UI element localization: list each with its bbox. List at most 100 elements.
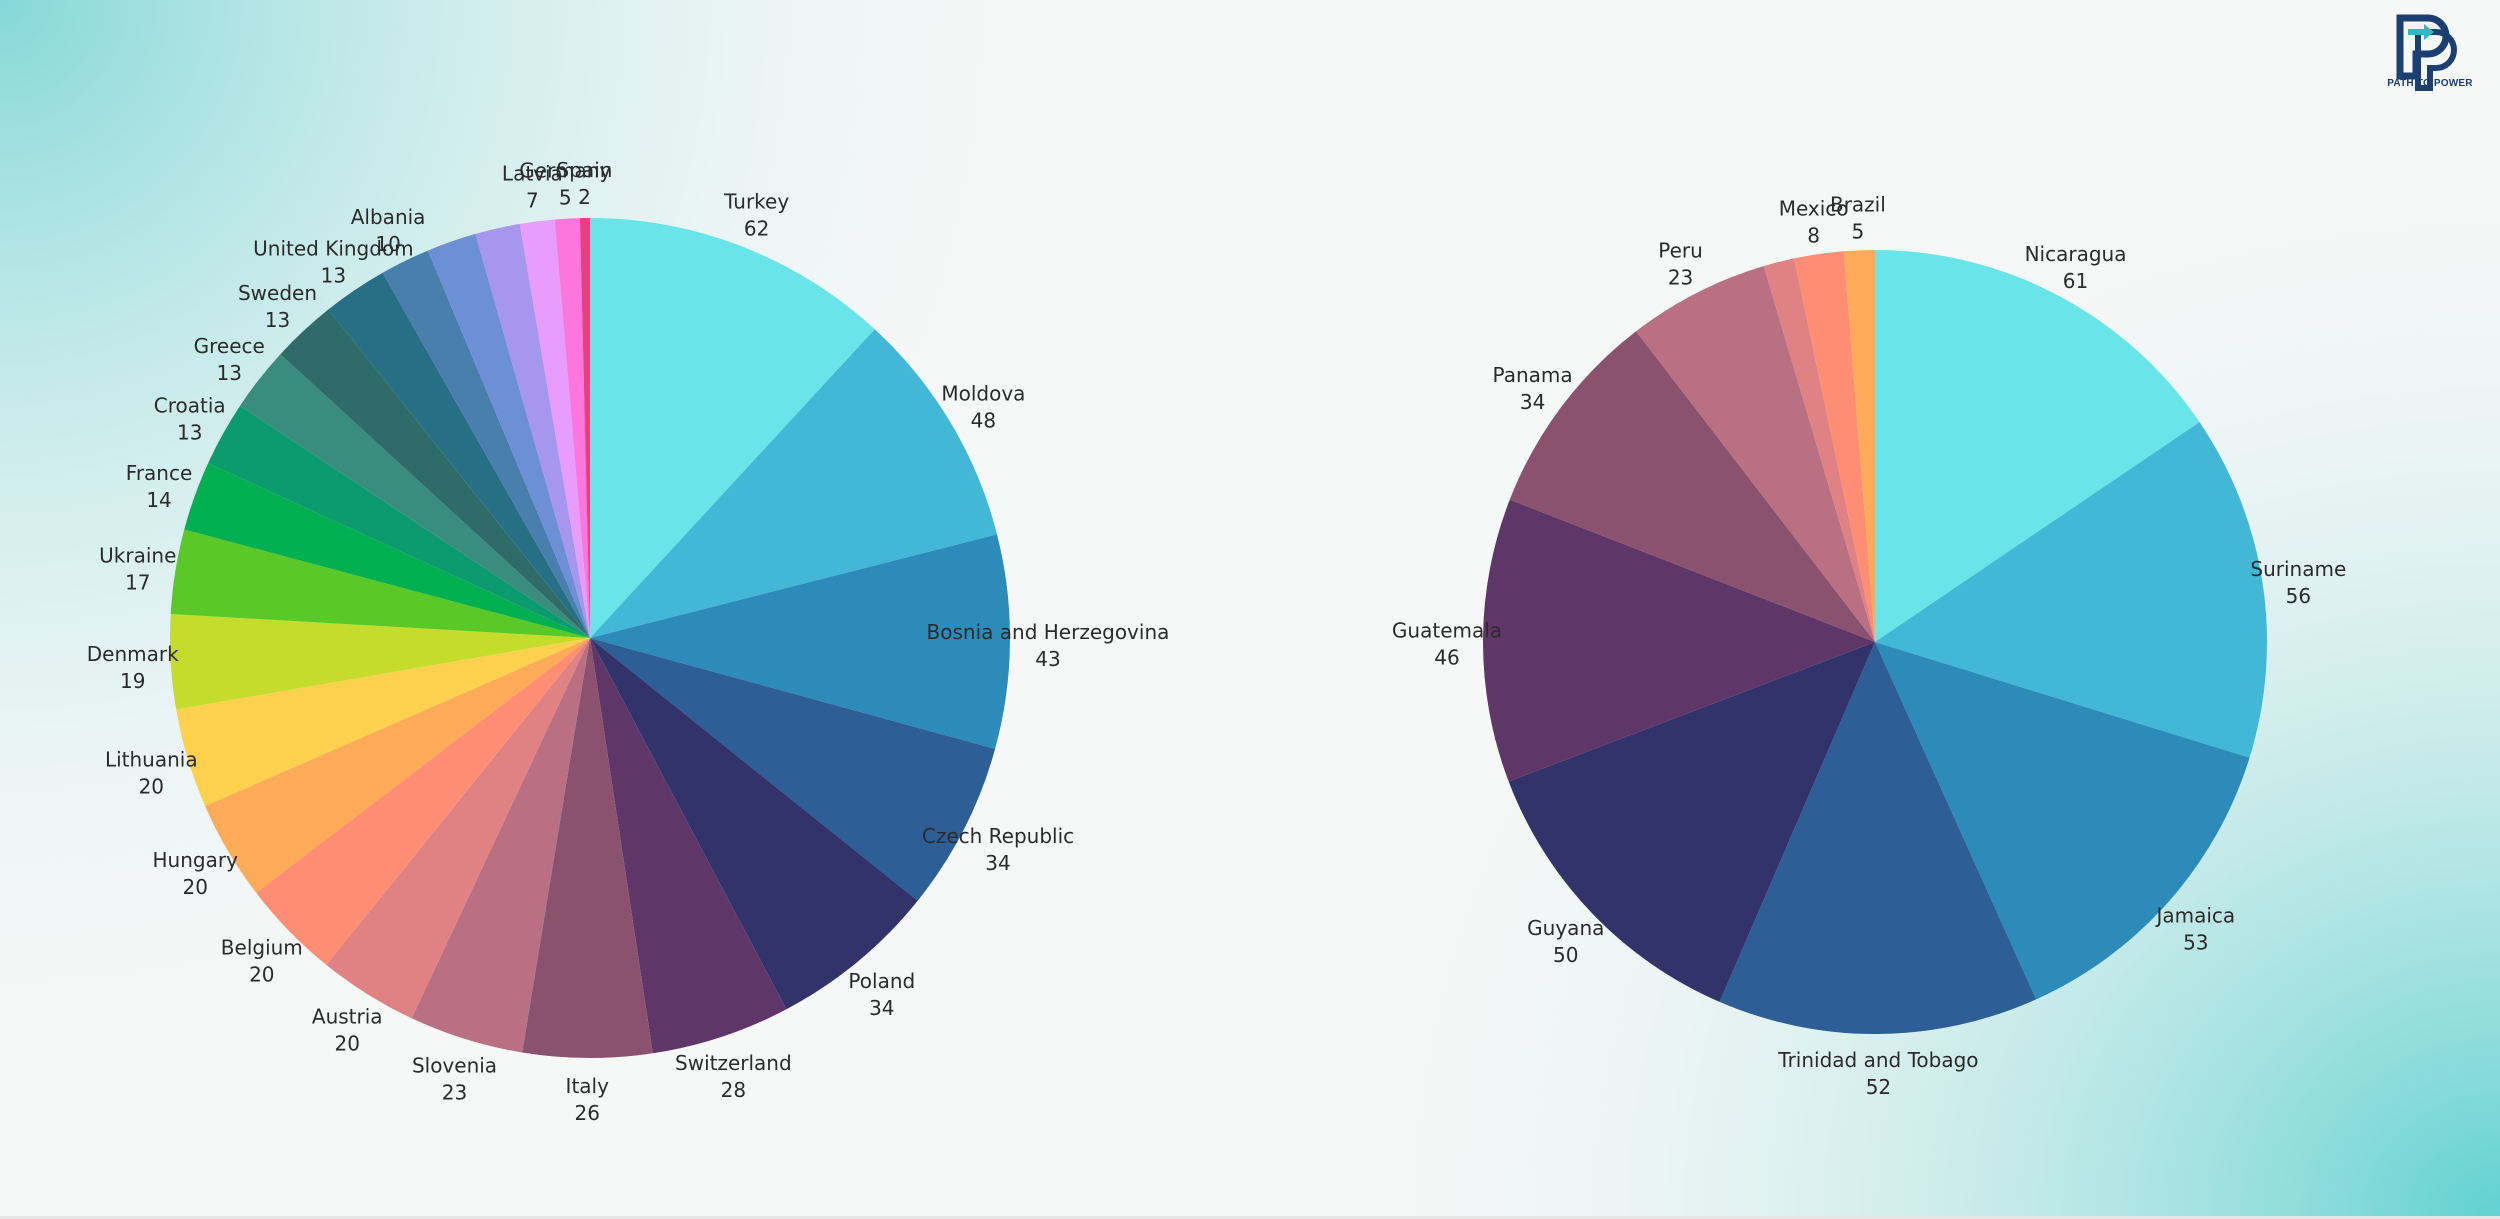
pie-slice-europe-11 [176,638,591,806]
slice-label-europe-13: Ukraine [99,543,176,567]
slice-label-europe-17: Sweden [238,281,317,305]
pie-slice-europe-14 [184,463,591,638]
slice-label-europe-1: Moldova [941,381,1025,405]
slice-value-europe-16: 13 [217,361,242,385]
slice-label-europe-10: Hungary [153,848,239,872]
americas-labels: Nicaragua 61 Suriname 56 Jamaica 53 Trinidad a… [1392,192,2346,1099]
slice-label-europe-24: Spain [557,158,613,182]
slice-label-europe-3: Czech Republic [922,824,1074,848]
slice-value-europe-19: 10 [375,232,400,256]
pie-slice-europe-8 [326,638,590,1019]
slice-label-americas-6: Panama [1493,363,1573,387]
pie-slice-americas-4 [1508,642,1875,1002]
slice-value-europe-7: 23 [442,1080,467,1104]
slice-label-europe-2: Bosnia and Herzegovina [927,620,1170,644]
slice-value-europe-22: 7 [526,189,539,213]
slice-value-europe-3: 34 [985,851,1010,875]
slice-label-europe-11: Lithuania [105,748,198,772]
europe-slices [170,218,1010,1059]
brand-name: PATH TO POWER [2387,78,2473,89]
pie-slice-europe-16 [239,354,590,638]
slice-value-americas-1: 56 [2286,584,2311,608]
pie-slice-americas-6 [1509,331,1875,642]
pie-slice-europe-4 [590,638,918,1010]
slice-value-europe-4: 34 [869,996,894,1020]
slice-value-europe-18: 13 [321,264,346,288]
slice-label-europe-0: Turkey [723,189,789,213]
pie-slice-europe-20 [427,233,590,638]
slice-label-europe-6: Italy [566,1074,610,1098]
slice-value-americas-0: 61 [2063,269,2088,293]
slice-value-europe-9: 20 [249,962,274,986]
pie-slice-europe-5 [590,638,787,1054]
pie-slice-europe-6 [522,638,653,1059]
slice-value-europe-14: 14 [146,488,171,512]
slice-value-americas-3: 52 [1866,1075,1891,1099]
pie-slice-americas-10 [1843,250,1875,642]
pie-slice-europe-19 [382,250,590,638]
slice-value-europe-10: 20 [182,875,207,899]
pie-slice-americas-5 [1483,499,1875,782]
pie-slice-europe-21 [475,223,590,638]
slice-label-europe-4: Poland [848,969,915,993]
slice-label-europe-14: France [126,461,193,485]
slice-label-americas-0: Nicaragua [2025,242,2127,266]
pie-slice-europe-3 [590,638,996,901]
pie-slice-europe-10 [205,638,591,893]
slice-label-americas-10: Brazil [1830,192,1886,216]
slice-label-americas-7: Peru [1658,239,1703,263]
slice-label-europe-23: Germany [519,159,611,183]
slice-label-americas-1: Suriname [2250,557,2346,581]
slice-label-europe-18: United Kingdom [253,237,414,261]
pie-slice-europe-13 [170,529,591,638]
slice-label-americas-5: Guatemala [1392,618,1502,642]
slice-value-americas-7: 23 [1668,266,1693,290]
pie-slice-europe-15 [208,405,591,638]
slice-value-americas-5: 46 [1434,645,1459,669]
slice-value-americas-6: 34 [1520,390,1545,414]
pie-slice-europe-22 [519,219,590,638]
pie-slice-europe-17 [280,309,590,638]
slice-label-americas-2: Jamaica [2154,903,2235,927]
slice-value-americas-4: 50 [1553,943,1578,967]
slice-value-europe-2: 43 [1035,647,1060,671]
slice-label-americas-3: Trinidad and Tobago [1777,1048,1978,1072]
slice-value-europe-17: 13 [265,308,290,332]
slice-value-europe-1: 48 [971,408,996,432]
pie-slice-europe-0 [590,218,875,638]
pie-slice-americas-7 [1636,266,1875,642]
slice-value-europe-11: 20 [139,775,164,799]
slice-value-europe-23: 5 [559,186,572,210]
path-to-power-logo-icon [2396,14,2457,91]
pie-slice-europe-18 [328,272,590,638]
pie-slice-americas-8 [1763,258,1875,642]
slice-label-americas-4: Guyana [1527,916,1604,940]
pie-slice-europe-23 [554,218,590,639]
pie-slice-europe-9 [256,638,590,965]
pie-slice-europe-12 [170,614,590,710]
slice-value-europe-6: 26 [575,1101,600,1125]
pie-slice-europe-7 [411,638,590,1053]
slice-label-europe-19: Albania [351,205,426,229]
slice-value-europe-5: 28 [721,1078,746,1102]
slice-label-europe-16: Greece [194,334,265,358]
pie-slice-americas-1 [1875,422,2267,758]
slice-value-americas-10: 5 [1852,219,1865,243]
slice-value-europe-24: 2 [578,185,591,209]
slice-label-europe-12: Denmark [87,642,179,666]
pie-slice-americas-3 [1719,642,2037,1034]
americas-slices [1483,250,2267,1034]
slice-value-europe-0: 62 [744,216,769,240]
pie-slice-europe-24 [579,218,590,638]
slice-value-europe-13: 17 [125,570,150,594]
slice-value-europe-8: 20 [335,1031,360,1055]
pie-slice-americas-9 [1794,251,1875,642]
pie-slice-americas-0 [1875,250,2200,642]
slice-label-europe-5: Switzerland [675,1051,792,1075]
slice-value-europe-12: 19 [120,669,145,693]
slice-value-europe-15: 13 [177,420,202,444]
slice-label-europe-9: Belgium [221,935,303,959]
slice-value-americas-2: 53 [2183,930,2208,954]
slice-label-europe-8: Austria [312,1004,383,1028]
pie-slice-europe-1 [590,329,998,638]
